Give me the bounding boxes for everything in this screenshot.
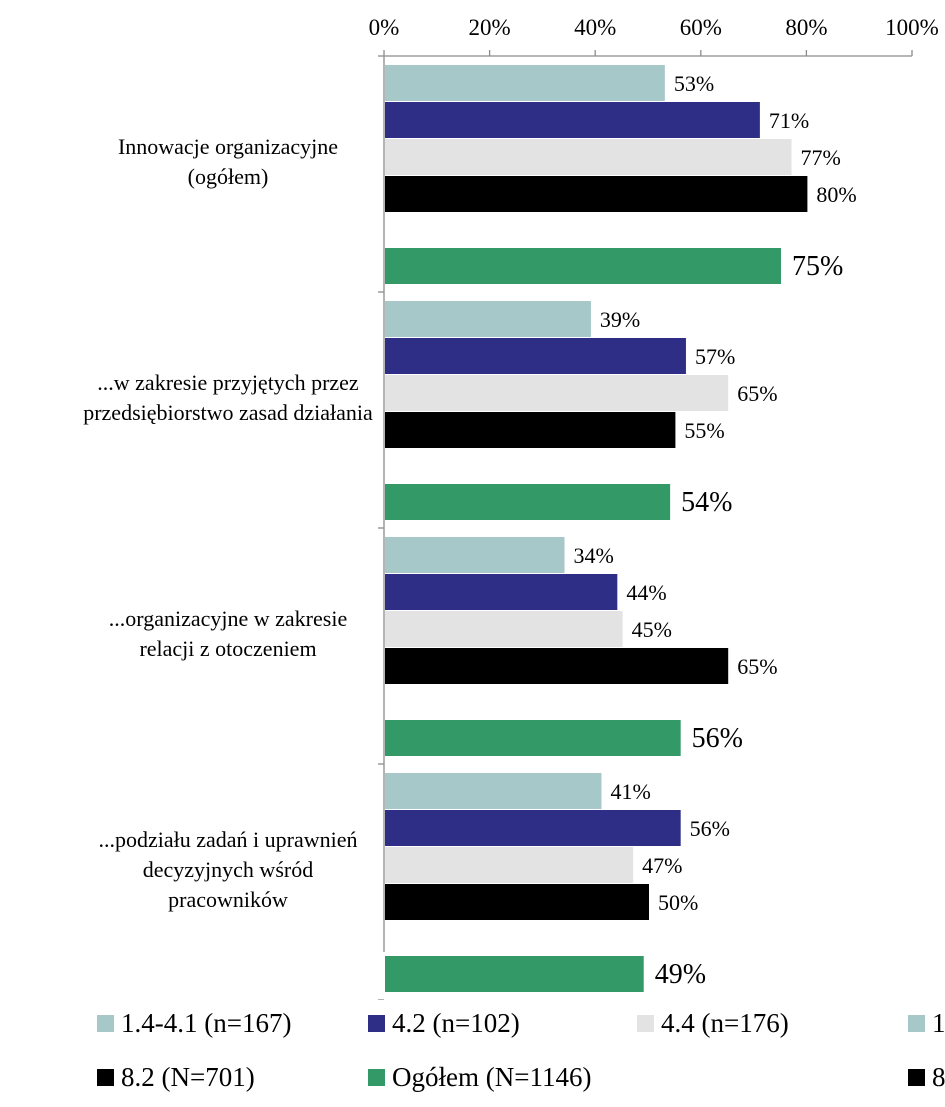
legend-item-6: Ogółem (N=1146) (368, 1057, 591, 1097)
bar-4-4 (385, 884, 649, 920)
bar-5-4 (385, 956, 644, 992)
data-label: 49% (655, 959, 706, 990)
legend-label: 8 (932, 1061, 945, 1092)
bar-2-1 (385, 102, 760, 138)
legend-swatch (908, 1014, 925, 1032)
legend-swatch (97, 1068, 114, 1086)
legend-item-2: 4.2 (n=102) (368, 1003, 520, 1043)
legend-item-3: 4.4 (n=176) (637, 1003, 789, 1043)
category-label: ...w zakresie przyjętych przez (97, 370, 359, 395)
bar-1-1 (385, 65, 665, 101)
bar-5-2 (385, 484, 671, 520)
legend-swatch (908, 1068, 925, 1086)
x-tick-label: 20% (469, 15, 511, 40)
category-label: ...organizacyjne w zakresie (109, 606, 347, 631)
data-label: 71% (769, 108, 809, 133)
bar-4-3 (385, 648, 729, 684)
bar-2-3 (385, 574, 618, 610)
legend-swatch (368, 1014, 385, 1032)
data-label: 34% (574, 543, 614, 568)
x-tick-label: 100% (885, 15, 939, 40)
legend-item-1: 1.4-4.1 (n=167) (97, 1003, 291, 1043)
legend-label: 4.4 (n=176) (661, 1007, 789, 1038)
bar-3-2 (385, 375, 729, 411)
bar-1-3 (385, 537, 565, 573)
data-label: 65% (737, 654, 777, 679)
legend-item-7: 8 (908, 1057, 945, 1097)
data-label: 55% (684, 418, 724, 443)
data-label: 44% (626, 580, 666, 605)
data-label: 41% (610, 779, 650, 804)
legend-label: 8.2 (N=701) (121, 1061, 255, 1092)
category-label: ...podziału zadań i uprawnień (98, 827, 357, 852)
bar-2-2 (385, 338, 686, 374)
category-label: Innowacje organizacyjne (118, 134, 338, 159)
bar-4-1 (385, 176, 808, 212)
category-label: relacji z otoczeniem (139, 636, 316, 661)
legend-row-1: 1.4-4.1 (n=167) 4.2 (n=102) 4.4 (n=176) … (0, 1003, 945, 1043)
category-label: pracowników (168, 887, 288, 912)
legend-label: 4.2 (n=102) (392, 1007, 520, 1038)
bar-2-4 (385, 810, 681, 846)
data-label: 56% (692, 723, 743, 754)
legend-label: 1.4-4.1 (n=167) (121, 1007, 292, 1038)
data-label: 65% (737, 381, 777, 406)
data-label: 47% (642, 853, 682, 878)
legend-swatch (97, 1014, 114, 1032)
legend-swatch (368, 1068, 385, 1086)
x-tick-label: 60% (680, 15, 722, 40)
category-label: (ogółem) (188, 164, 269, 189)
legend-item-4: 1 (908, 1003, 945, 1043)
x-tick-label: 0% (369, 15, 400, 40)
legend-label: 1 (932, 1007, 945, 1038)
data-label: 53% (674, 71, 714, 96)
x-tick-label: 80% (785, 15, 827, 40)
data-label: 75% (792, 251, 843, 282)
data-label: 50% (658, 890, 698, 915)
data-label: 56% (690, 816, 730, 841)
data-label: 39% (600, 307, 640, 332)
bar-5-1 (385, 248, 781, 284)
legend-swatch (637, 1014, 654, 1032)
bar-5-3 (385, 720, 681, 756)
x-tick-label: 40% (574, 15, 616, 40)
bar-3-1 (385, 139, 792, 175)
data-label: 54% (681, 487, 732, 518)
data-label: 77% (801, 145, 841, 170)
bar-1-2 (385, 301, 591, 337)
data-label: 80% (816, 182, 856, 207)
bar-4-2 (385, 412, 676, 448)
legend-label: Ogółem (N=1146) (392, 1061, 592, 1092)
legend-row-2: 8.2 (N=701) Ogółem (N=1146) 8 (0, 1057, 945, 1097)
category-label: przedsiębiorstwo zasad działania (83, 400, 373, 425)
bar-1-4 (385, 773, 602, 809)
legend-item-5: 8.2 (N=701) (97, 1057, 255, 1097)
bar-3-4 (385, 847, 634, 883)
data-label: 57% (695, 344, 735, 369)
data-label: 45% (632, 617, 672, 642)
bar-3-3 (385, 611, 623, 647)
bar-chart: 0% 20% 40% 60% 80% 100% 53% 39% 34% 41% 71% 57% 44% 5… (83, 15, 939, 1000)
category-label: decyzyjnych wśród (143, 857, 313, 882)
